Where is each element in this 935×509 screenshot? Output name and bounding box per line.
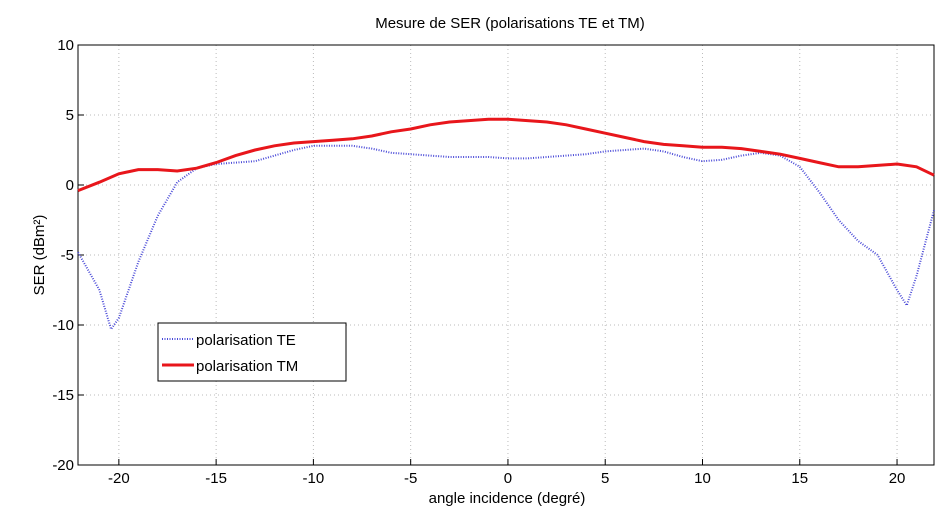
y-tick-label: 0 <box>66 177 74 194</box>
y-tick-label: 5 <box>66 107 74 124</box>
legend-label: polarisation TE <box>196 332 296 349</box>
line-series <box>77 144 935 332</box>
y-tick-label: -15 <box>52 387 74 404</box>
x-axis-label: angle incidence (degré) <box>429 490 586 507</box>
x-tick-label: 0 <box>504 470 512 487</box>
legend-box <box>157 322 347 382</box>
line-series <box>77 117 935 192</box>
legend-label: polarisation TM <box>196 358 298 375</box>
x-tick-label: -15 <box>205 470 227 487</box>
y-tick-label: 10 <box>57 37 74 54</box>
chart-title: Mesure de SER (polarisations TE et TM) <box>375 15 645 32</box>
y-tick-label: -5 <box>61 247 74 264</box>
x-tick-label: -20 <box>108 470 130 487</box>
y-axis-label: SER (dBm²) <box>31 215 48 296</box>
y-tick-label: -20 <box>52 457 74 474</box>
plot-frame <box>77 44 935 466</box>
x-tick-label: 10 <box>694 470 711 487</box>
x-tick-label: 15 <box>791 470 808 487</box>
x-tick-label: -5 <box>404 470 417 487</box>
x-tick-label: 20 <box>889 470 906 487</box>
x-tick-label: 5 <box>601 470 609 487</box>
x-tick-label: -10 <box>303 470 325 487</box>
y-tick-label: -10 <box>52 317 74 334</box>
